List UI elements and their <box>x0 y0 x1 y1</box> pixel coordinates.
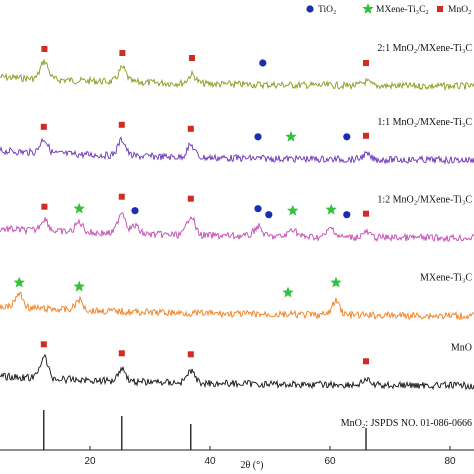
marker-1-1 <box>118 121 125 128</box>
series-label-4: MnO <box>451 342 472 353</box>
marker-1-6 <box>363 132 369 139</box>
trace-4 <box>0 353 474 391</box>
marker-4-2 <box>187 351 194 358</box>
x-tick-label-1: 40 <box>204 456 216 467</box>
series-label-group: 2:1 MnO₂/MXene-Ti₃C 1:1 MnO₂/MXene-Ti₃C 1:… <box>377 43 472 353</box>
marker-0-2 <box>189 55 195 61</box>
legend: TiO₂ MXene-Ti₃C₂ MnO₂ <box>306 3 471 15</box>
trace-3 <box>0 291 474 321</box>
marker-1-4 <box>285 130 297 142</box>
marker-1-5 <box>343 133 351 141</box>
marker-2-8 <box>325 203 337 215</box>
series-label-3: MXene-Ti₃C <box>420 273 472 284</box>
trace-2 <box>0 212 474 243</box>
legend-square-marker <box>437 6 443 12</box>
marker-0-3 <box>259 59 267 67</box>
trace-1 <box>0 136 474 165</box>
legend-circle-marker <box>306 5 314 13</box>
reference-label: MnO₂: JSPDS NO. 01-086-0666 <box>341 418 472 429</box>
marker-3-3 <box>330 276 342 288</box>
x-tick-group: 20 40 60 80 <box>84 446 456 467</box>
marker-4-0 <box>40 341 47 348</box>
marker-2-9 <box>343 211 351 219</box>
marker-2-7 <box>287 204 299 216</box>
marker-0-0 <box>41 46 48 52</box>
series-label-2: 1:2 MnO₂/MXene-Ti₃C <box>377 195 472 206</box>
marker-3-1 <box>73 280 85 292</box>
marker-2-4 <box>187 195 194 202</box>
reference-pattern: MnO₂: JSPDS NO. 01-086-0666 <box>43 410 472 450</box>
legend-star-marker <box>362 3 374 14</box>
x-axis-label: 2θ (°) <box>241 460 264 471</box>
marker-1-2 <box>187 125 194 132</box>
marker-2-1 <box>73 202 85 214</box>
marker-0-1 <box>119 50 126 56</box>
marker-2-6 <box>265 211 273 219</box>
marker-1-3 <box>254 133 262 141</box>
marker-3-0 <box>13 276 25 288</box>
marker-2-10 <box>363 210 369 217</box>
marker-2-3 <box>131 207 139 215</box>
legend-entry-2: MnO₂ <box>448 5 471 15</box>
marker-4-1 <box>118 350 125 357</box>
marker-group <box>13 46 369 365</box>
legend-entry-0: TiO₂ <box>318 5 336 15</box>
x-tick-label-0: 20 <box>84 456 96 467</box>
series-label-0: 2:1 MnO₂/MXene-Ti₃C <box>377 43 472 54</box>
marker-0-4 <box>363 60 369 66</box>
marker-2-0 <box>41 203 48 210</box>
trace-group <box>0 59 474 391</box>
x-tick-label-3: 80 <box>444 456 456 467</box>
marker-2-2 <box>118 193 125 200</box>
marker-4-3 <box>363 358 369 365</box>
marker-2-5 <box>254 205 262 213</box>
x-tick-label-2: 60 <box>324 456 336 467</box>
trace-0 <box>0 59 474 92</box>
legend-entry-1: MXene-Ti₃C₂ <box>376 5 429 15</box>
marker-1-0 <box>40 123 47 130</box>
marker-3-2 <box>282 286 294 298</box>
series-label-1: 1:1 MnO₂/MXene-Ti₃C <box>377 117 472 128</box>
